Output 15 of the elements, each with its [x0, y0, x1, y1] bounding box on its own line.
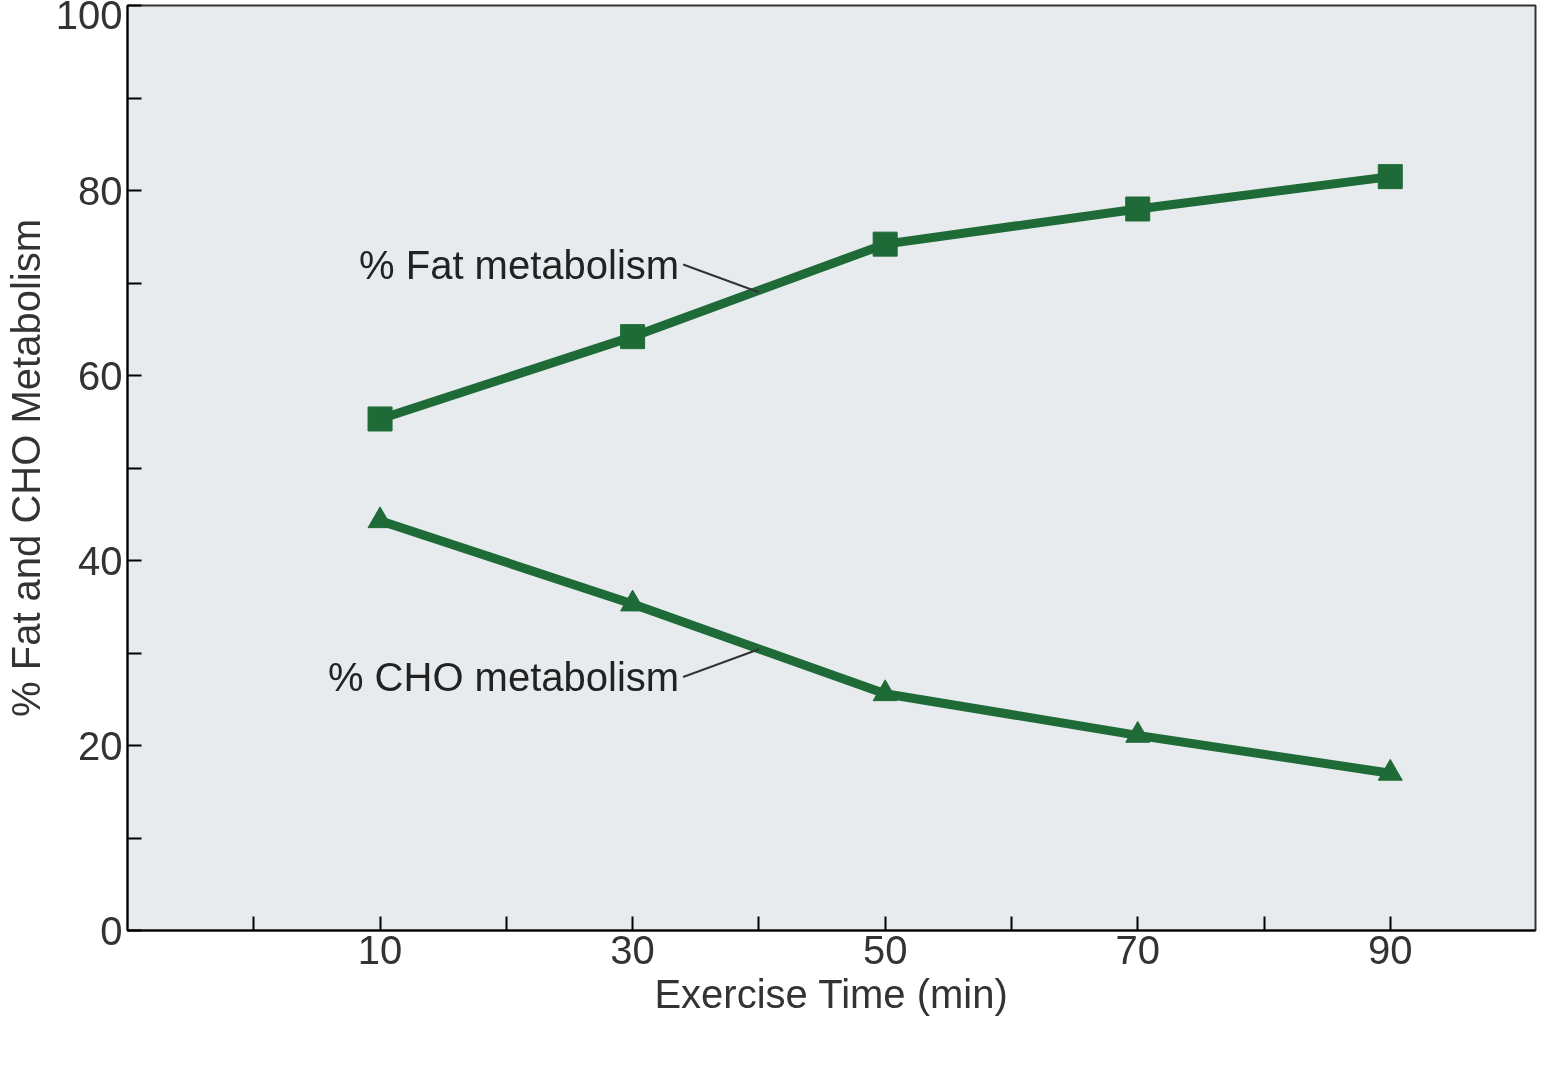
y-axis-title: % Fat and CHO Metabolism [3, 219, 48, 717]
y-tick-label: 40 [78, 538, 123, 583]
x-tick-label: 70 [1115, 927, 1160, 972]
x-axis-title: Exercise Time (min) [654, 971, 1008, 1016]
annotation: % Fat metabolism [359, 242, 680, 287]
y-tick-label: 80 [78, 168, 123, 213]
y-tick-label: 20 [78, 723, 123, 768]
y-tick-label: 0 [100, 908, 123, 953]
x-tick-label: 50 [862, 927, 908, 972]
y-tick-label: 60 [78, 353, 123, 398]
x-tick-label: 90 [1368, 927, 1413, 972]
x-tick-label: 10 [357, 927, 403, 972]
y-tick-label: 100 [55, 0, 123, 37]
x-tick-label: 30 [610, 927, 655, 972]
annotation: % CHO metabolism [327, 655, 680, 700]
